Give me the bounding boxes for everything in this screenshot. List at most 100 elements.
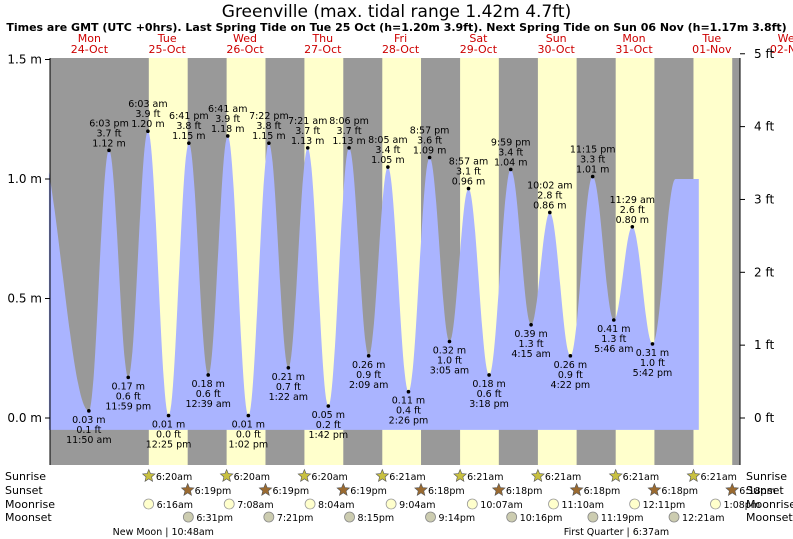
y-tick-label-ft: 1 ft [754, 338, 774, 352]
row-label-right: Sunset [746, 484, 784, 497]
high-tide-ft: 3.9 ft [215, 114, 240, 125]
low-tide-m: 0.26 m [554, 360, 587, 371]
high-tide-time: 11:15 pm [570, 145, 616, 156]
low-tide-time: 1:02 pm [229, 440, 269, 451]
moonset-icon [182, 511, 194, 523]
sunrise-icon [219, 468, 234, 482]
high-tide-ft: 3.6 ft [417, 135, 442, 146]
sunrise-icon [608, 468, 623, 482]
low-tide-time: 5:42 pm [633, 368, 673, 379]
sunrise-time: 6:21am [623, 472, 659, 483]
low-tide-m: 0.39 m [514, 329, 547, 340]
low-tide-ft: 1.3 ft [519, 339, 544, 350]
moonset-icon [263, 511, 275, 523]
low-tide-ft: 0.0 ft [156, 430, 181, 441]
moonrise-time: 11:10am [562, 500, 604, 511]
moonset-time: 8:15pm [358, 513, 395, 524]
low-tide-m: 0.26 m [352, 360, 385, 371]
low-tide-point [650, 342, 655, 346]
low-tide-time: 2:26 pm [389, 416, 429, 427]
moonset-time: 12:21am [682, 513, 724, 524]
moon-phase-label: First Quarter | 6:37am [564, 527, 669, 538]
day-header-date: 02-Nov [770, 43, 793, 56]
high-tide-ft: 2.8 ft [537, 190, 562, 201]
sunset-icon [180, 482, 195, 496]
sunset-icon [336, 482, 351, 496]
high-tide-time: 10:02 am [527, 180, 572, 191]
high-tide-ft: 3.4 ft [498, 147, 523, 158]
low-tide-ft: 0.6 ft [477, 389, 502, 400]
low-tide-time: 1:22 am [269, 392, 308, 403]
low-tide-time: 5:46 am [594, 344, 633, 355]
moonrise-time: 8:04am [318, 500, 354, 511]
moonrise-time: 1:08pm [723, 500, 760, 511]
high-tide-ft: 3.8 ft [256, 121, 281, 132]
day-header-dow: Tue [157, 32, 177, 45]
high-tide-ft: 3.7 ft [96, 128, 121, 139]
low-tide-point [126, 375, 131, 380]
high-tide-m: 1.09 m [413, 145, 446, 156]
low-tide-ft: 0.7 ft [276, 382, 301, 393]
low-tide-point [568, 354, 573, 358]
high-tide-time: 11:29 am [610, 195, 655, 206]
low-tide-point [406, 389, 411, 394]
high-tide-m: 1.15 m [252, 131, 285, 142]
high-tide-time: 8:05 am [368, 135, 407, 146]
sunrise-icon [686, 468, 701, 482]
high-tide-ft: 3.9 ft [135, 109, 160, 120]
low-tide-m: 0.03 m [72, 415, 105, 426]
row-label-right: Moonset [746, 511, 793, 524]
moonrise-icon [466, 498, 478, 510]
low-tide-ft: 1.0 ft [640, 358, 665, 369]
moonset-time: 11:19pm [601, 513, 644, 524]
moonrise-icon [548, 498, 559, 510]
sunrise-time: 6:21am [700, 472, 736, 483]
y-tick-label-m: 0.5 m [7, 292, 42, 306]
high-tide-point [187, 141, 191, 145]
day-header-date: 31-Oct [615, 43, 653, 56]
moonrise-icon [710, 498, 721, 510]
day-header-date: 26-Oct [226, 43, 264, 56]
y-tick-label-m: 1.0 m [7, 172, 42, 186]
low-tide-m: 0.41 m [597, 324, 630, 335]
low-tide-m: 0.18 m [472, 379, 505, 390]
sunset-icon [258, 482, 273, 496]
day-header-dow: Wed [233, 32, 257, 45]
low-tide-point [529, 322, 533, 327]
high-tide-m: 0.86 m [533, 200, 566, 211]
sunrise-time: 6:21am [389, 472, 425, 483]
moon-phase-label: New Moon | 10:48am [113, 527, 214, 538]
y-tick-label-ft: 3 ft [754, 192, 774, 206]
sunrise-icon [453, 468, 468, 482]
row-label-left: Sunset [5, 484, 43, 497]
high-tide-m: 1.13 m [291, 136, 324, 147]
low-tide-ft: 0.1 ft [76, 425, 101, 436]
low-tide-time: 12:39 am [185, 399, 230, 410]
tide-area [48, 131, 699, 430]
sunrise-icon [141, 468, 156, 482]
day-header-date: 01-Nov [692, 43, 732, 56]
y-tick-label-m: 1.5 m [7, 53, 42, 67]
low-tide-m: 0.11 m [392, 396, 425, 407]
low-tide-time: 4:22 pm [551, 380, 591, 391]
day-header-dow: Sun [546, 32, 567, 45]
low-tide-point [487, 373, 491, 377]
low-tide-time: 11:50 am [66, 435, 111, 446]
high-tide-m: 1.12 m [92, 138, 125, 149]
sunrise-time: 6:21am [545, 472, 581, 483]
low-tide-time: 12:25 pm [146, 440, 192, 451]
moonset-icon [587, 511, 599, 523]
high-tide-ft: 3.3 ft [580, 155, 605, 166]
low-tide-m: 0.01 m [232, 420, 265, 431]
low-tide-point [206, 373, 211, 377]
sunset-time: 6:18pm [428, 486, 465, 497]
sunset-time: 6:18pm [661, 486, 698, 497]
y-tick-label-ft: 2 ft [754, 265, 774, 279]
high-tide-time: 6:41 pm [169, 111, 209, 122]
day-header-dow: Mon [78, 32, 101, 45]
low-tide-point [286, 366, 291, 370]
low-tide-ft: 0.9 ft [356, 370, 381, 381]
tide-area-path [48, 131, 699, 430]
